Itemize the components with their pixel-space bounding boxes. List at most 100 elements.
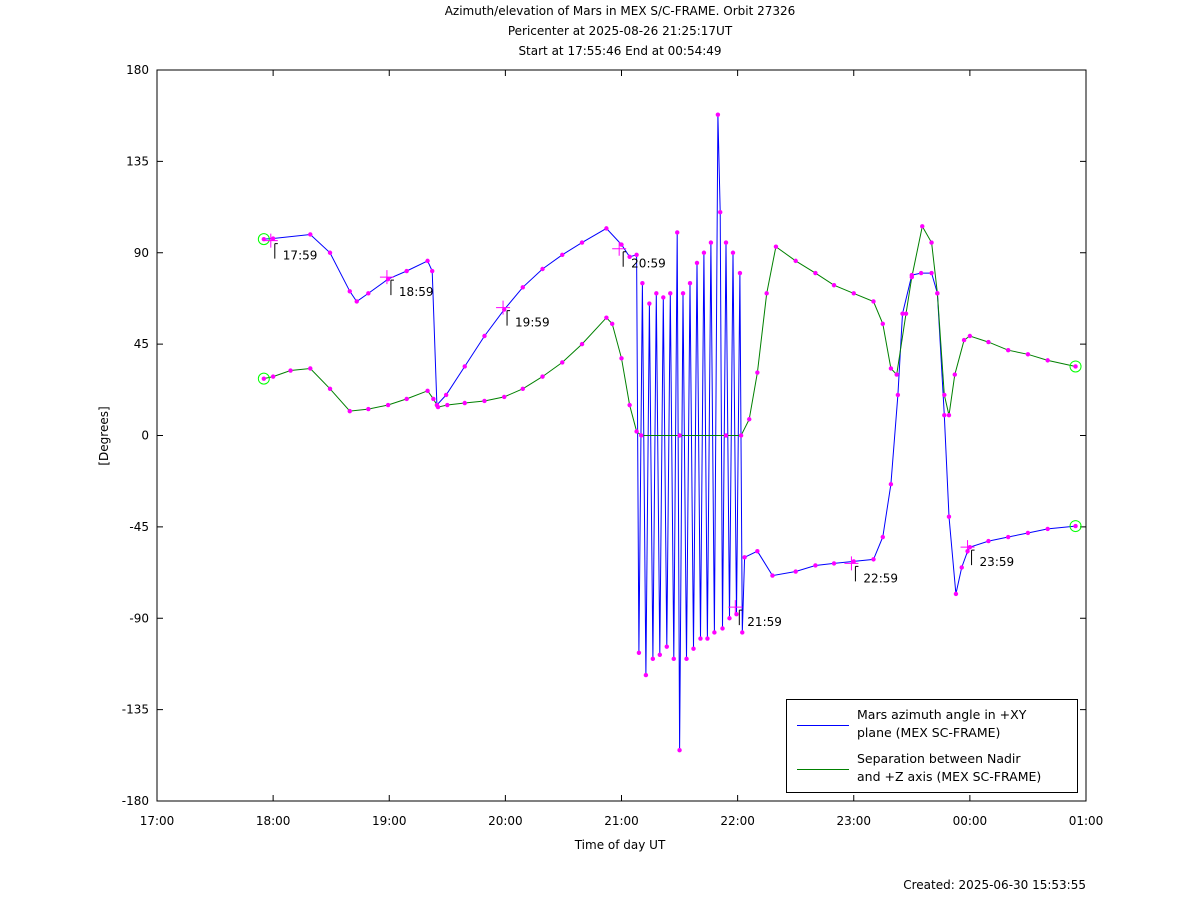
data-point	[793, 569, 798, 574]
y-tick-label: 180	[126, 63, 149, 77]
data-point	[502, 394, 507, 400]
data-point	[742, 555, 747, 560]
chart-subtitle: Pericenter at 2025-08-26 21:25:17UT	[508, 24, 733, 38]
data-point	[610, 321, 615, 327]
data-point	[579, 341, 585, 347]
annotation-pointer	[390, 279, 394, 296]
data-point	[643, 672, 649, 678]
data-point	[959, 565, 964, 570]
data-point	[888, 366, 894, 371]
annotation-label: 17:59	[283, 249, 318, 263]
x-tick-label: 18:00	[256, 814, 291, 828]
data-point	[740, 630, 745, 635]
y-tick-label: -45	[129, 520, 149, 534]
data-point	[1073, 364, 1078, 369]
data-point	[443, 392, 449, 398]
data-point	[308, 366, 313, 371]
data-point	[946, 514, 952, 519]
annotation-label: 21:59	[747, 615, 782, 629]
data-point	[738, 433, 744, 438]
data-point	[560, 252, 565, 257]
x-tick-label: 01:00	[1069, 814, 1104, 828]
data-point	[445, 402, 450, 408]
data-point	[920, 224, 925, 229]
data-point	[764, 291, 769, 296]
annotation-marker	[844, 556, 859, 571]
data-point	[1025, 530, 1031, 536]
x-tick-label: 23:00	[836, 814, 871, 828]
data-point	[675, 230, 680, 235]
chart-subtitle: Start at 17:55:46 End at 00:54:49	[518, 44, 721, 58]
data-point	[657, 652, 663, 657]
data-point	[900, 311, 905, 316]
data-point	[691, 646, 696, 651]
data-point	[664, 644, 669, 649]
data-point	[986, 339, 991, 345]
data-point	[831, 561, 837, 566]
data-point	[712, 630, 717, 635]
data-point	[354, 299, 359, 304]
data-point	[894, 372, 899, 377]
annotation-pointer	[971, 549, 975, 566]
data-point	[942, 412, 947, 418]
data-point	[640, 281, 645, 286]
data-point	[308, 232, 313, 237]
x-tick-label: 21:00	[604, 814, 639, 828]
data-point	[1005, 348, 1011, 353]
annotation-marker	[728, 600, 743, 615]
data-point	[903, 311, 909, 316]
data-point	[935, 291, 940, 296]
data-point	[946, 412, 952, 418]
data-point	[654, 291, 659, 296]
annotation-pointer	[506, 310, 511, 326]
data-point	[918, 270, 924, 276]
legend: Mars azimuth angle in +XY plane (MEX SC-…	[786, 699, 1078, 793]
data-point	[871, 299, 876, 304]
data-point	[684, 656, 689, 662]
data-point	[715, 112, 721, 117]
data-point	[687, 281, 693, 286]
data-point	[723, 433, 729, 438]
data-point	[270, 374, 276, 379]
data-point	[720, 626, 725, 631]
data-point	[647, 301, 652, 306]
annotation-marker	[612, 241, 627, 256]
data-point	[385, 402, 391, 408]
data-point	[636, 650, 642, 655]
data-point	[1045, 358, 1050, 363]
data-point	[986, 538, 991, 544]
data-point	[366, 406, 371, 412]
data-point	[627, 254, 632, 260]
data-point	[1045, 526, 1050, 532]
data-point	[270, 236, 276, 241]
data-point	[482, 333, 487, 339]
annotation-pointer	[854, 565, 859, 582]
data-point	[813, 563, 818, 568]
x-tick-label: 19:00	[372, 814, 407, 828]
data-point	[813, 270, 818, 276]
annotation-label: 18:59	[399, 285, 434, 299]
data-point	[661, 295, 666, 300]
data-point	[604, 226, 609, 231]
endpoint-marker	[1069, 520, 1082, 533]
data-point	[404, 396, 409, 402]
annotation-marker	[960, 540, 975, 555]
data-point	[327, 386, 333, 391]
data-point	[520, 285, 525, 290]
endpoint-marker	[1069, 360, 1082, 373]
data-point	[909, 274, 915, 280]
endpoint-marker	[257, 233, 270, 246]
data-point	[540, 266, 545, 272]
data-point	[430, 268, 435, 274]
data-point	[880, 534, 885, 540]
y-tick-label: -135	[122, 703, 149, 717]
data-point	[952, 372, 957, 377]
data-point	[1073, 523, 1078, 529]
data-point	[347, 408, 352, 414]
data-point	[288, 368, 293, 373]
legend-swatch	[797, 725, 849, 726]
data-point	[701, 250, 707, 255]
legend-swatch	[797, 769, 849, 770]
annotation-label: 20:59	[631, 257, 666, 271]
